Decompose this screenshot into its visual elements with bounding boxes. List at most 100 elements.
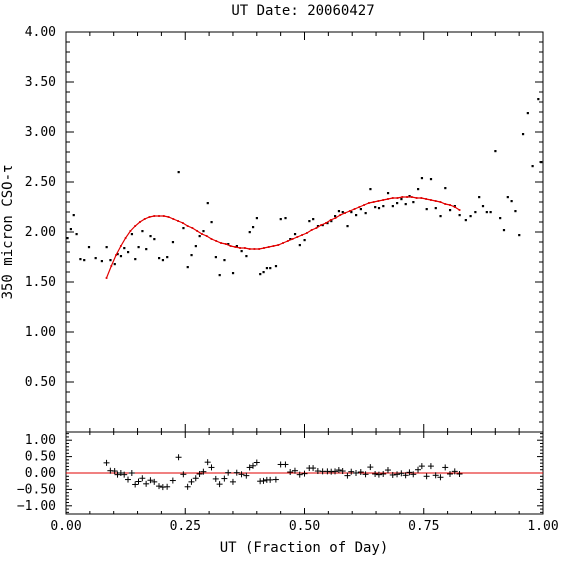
fit-point — [387, 198, 389, 200]
fit-point — [430, 199, 432, 201]
data-point — [210, 221, 213, 224]
y-tick-label: 3.00 — [25, 125, 56, 140]
data-point — [396, 202, 399, 205]
data-point — [374, 206, 377, 209]
residual-point — [406, 469, 413, 476]
data-point — [141, 230, 144, 233]
data-point — [265, 267, 269, 270]
fit-point — [296, 236, 299, 238]
data-point — [284, 217, 287, 220]
data-point — [341, 211, 344, 214]
fit-point — [301, 234, 304, 236]
residual-point — [348, 468, 355, 475]
residual-point — [384, 467, 391, 474]
fit-point — [139, 221, 141, 223]
residual-point — [221, 475, 228, 482]
data-point — [355, 214, 358, 217]
data-point — [420, 177, 424, 180]
fit-point — [253, 248, 256, 250]
fit-point — [439, 201, 442, 203]
residual-y-tick-label: 0.00 — [25, 466, 56, 481]
data-point — [177, 171, 180, 174]
data-point — [408, 195, 411, 198]
residual-point — [335, 467, 342, 474]
data-point — [359, 208, 362, 211]
residual-point — [192, 475, 199, 482]
fit-point — [267, 246, 270, 248]
data-point — [72, 214, 75, 217]
data-point — [377, 207, 381, 210]
residual-point — [367, 464, 374, 471]
fit-point — [377, 200, 380, 202]
data-point — [298, 244, 301, 247]
residual-points — [103, 454, 463, 491]
data-point — [127, 251, 130, 254]
data-point — [448, 209, 452, 212]
data-point — [194, 245, 197, 248]
residual-point — [200, 468, 207, 475]
residual-point — [310, 465, 317, 472]
data-point — [537, 98, 540, 101]
fit-point — [334, 217, 337, 219]
residual-point — [301, 470, 308, 477]
data-point — [400, 198, 403, 201]
fit-point — [148, 216, 151, 218]
data-point — [251, 226, 255, 229]
data-point — [269, 267, 272, 270]
residual-point — [423, 473, 430, 480]
y-tick-label: 3.50 — [25, 75, 56, 90]
fit-point — [277, 244, 280, 246]
residual-point — [260, 477, 267, 484]
data-point — [417, 188, 420, 191]
fit-point — [210, 238, 213, 240]
residual-point — [446, 470, 453, 477]
fit-point — [453, 206, 456, 208]
x-axis-label: UT (Fraction of Day) — [220, 540, 389, 556]
data-point — [240, 250, 243, 253]
residual-point — [418, 463, 425, 470]
data-point — [481, 205, 485, 208]
fit-point — [344, 212, 346, 214]
fit-point — [153, 215, 156, 217]
data-point — [369, 188, 372, 191]
data-point — [186, 266, 189, 269]
fit-point — [282, 242, 284, 244]
residual-point — [246, 464, 253, 471]
residual-y-tick-label: 1.00 — [25, 433, 56, 448]
data-point — [510, 200, 513, 203]
fit-point — [134, 225, 137, 227]
fit-point — [272, 245, 275, 247]
data-point — [79, 258, 82, 261]
residual-point — [114, 471, 121, 478]
residual-point — [437, 474, 444, 481]
data-point — [109, 259, 112, 262]
residual-point — [451, 468, 458, 475]
residual-point — [117, 470, 124, 476]
fit-point — [129, 230, 132, 232]
data-point — [134, 258, 137, 261]
data-point — [386, 192, 390, 195]
residual-point — [180, 471, 187, 478]
data-point — [502, 229, 506, 232]
residual-point — [139, 475, 146, 482]
fit-point — [158, 215, 160, 217]
data-point — [540, 161, 543, 164]
data-point — [350, 211, 353, 214]
data-point — [514, 210, 517, 213]
fit-point — [305, 232, 308, 234]
data-point — [316, 225, 320, 228]
data-point — [262, 271, 265, 274]
residual-point — [357, 469, 364, 476]
fit-point — [329, 219, 332, 221]
data-point — [137, 246, 140, 249]
residual-point — [291, 467, 298, 474]
fit-point — [119, 245, 122, 247]
data-point — [518, 234, 521, 237]
residual-point — [372, 470, 379, 477]
main-fit — [105, 196, 461, 279]
residual-point — [125, 476, 132, 483]
data-point — [149, 235, 152, 238]
data-point — [66, 237, 69, 240]
data-point — [94, 257, 97, 260]
x-tick-label: 0.75 — [408, 519, 439, 534]
